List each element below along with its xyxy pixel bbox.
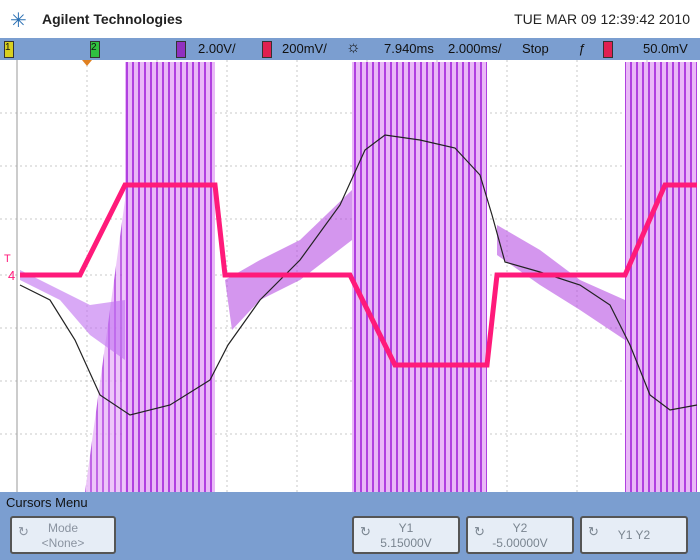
softkey-label: Y1 <box>398 521 414 535</box>
rotate-knob-icon: ↻ <box>360 524 371 539</box>
waveform-display: T 4 <box>0 60 700 492</box>
header: ✳ Agilent Technologies TUE MAR 09 12:39:… <box>0 0 700 38</box>
ch4-trace <box>20 182 697 368</box>
ch4-ground-marker: 4 <box>8 268 15 283</box>
mode-softkey[interactable]: ↻ Mode <None> <box>10 516 116 554</box>
ch3-burst <box>125 62 215 492</box>
ch3-burst <box>625 62 697 492</box>
rising-edge-icon: ƒ <box>578 41 586 56</box>
softkey-label: Y2 <box>512 521 528 535</box>
datetime: TUE MAR 09 12:39:42 2010 <box>514 11 690 27</box>
ch3-burst <box>352 62 487 492</box>
rotate-knob-icon: ↻ <box>474 524 485 539</box>
softkey-value: <None> <box>41 536 85 550</box>
time-delay: 7.940ms <box>384 41 434 56</box>
y1-softkey[interactable]: ↻ Y1 5.15000V <box>352 516 460 554</box>
sun-icon: ☼ <box>346 39 361 56</box>
channel-3-indicator[interactable] <box>176 41 186 58</box>
trigger-level: 50.0mV <box>643 41 688 56</box>
softkey-value: -5.00000V <box>492 536 548 550</box>
ch3-burst <box>85 200 125 492</box>
ch3-envelope <box>225 190 352 330</box>
channel-4-scale: 200mV/ <box>282 41 327 56</box>
menu-title: Cursors Menu <box>6 495 88 510</box>
channel-1-indicator[interactable]: 1 <box>4 41 14 58</box>
trigger-marker: T <box>4 253 11 265</box>
cursors-menu: Cursors Menu ↻ Mode <None> ↻ Y1 5.15000V… <box>0 492 700 560</box>
ch3-envelope <box>20 270 125 360</box>
rotate-knob-icon: ↻ <box>588 524 599 539</box>
brand-name: Agilent Technologies <box>42 11 183 27</box>
trigger-source-indicator[interactable] <box>603 41 613 58</box>
y1-y2-softkey[interactable]: ↻ Y1 Y2 <box>580 516 688 554</box>
channel-2-indicator[interactable]: 2 <box>90 41 100 58</box>
channel-3-scale: 2.00V/ <box>198 41 236 56</box>
time-scale: 2.000ms/ <box>448 41 502 56</box>
ch3-envelope <box>497 225 625 340</box>
channel-4-indicator[interactable] <box>262 41 272 58</box>
agilent-spark-icon: ✳ <box>10 10 27 32</box>
status-bar: 1 2 2.00V/ 200mV/ ☼ 7.940ms 2.000ms/ Sto… <box>0 38 700 60</box>
math-trace <box>19 134 698 416</box>
rotate-knob-icon: ↻ <box>18 524 29 539</box>
trigger-position-marker <box>82 60 92 66</box>
softkey-value: 5.15000V <box>380 536 432 550</box>
run-state: Stop <box>522 41 549 56</box>
softkey-label: Mode <box>47 521 79 535</box>
softkey-label: Y1 Y2 <box>617 528 651 542</box>
y2-softkey[interactable]: ↻ Y2 -5.00000V <box>466 516 574 554</box>
